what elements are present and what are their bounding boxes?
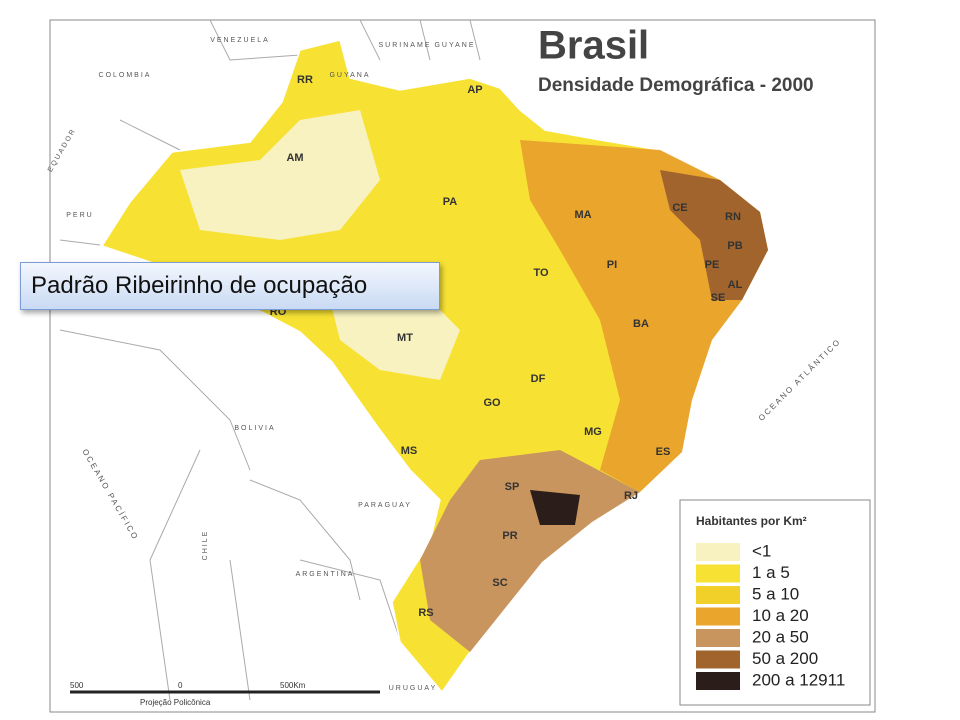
state-label: CE	[672, 202, 687, 214]
state-label: PI	[607, 259, 617, 271]
state-label: PB	[727, 240, 742, 252]
legend-label: <1	[752, 541, 771, 560]
country-label: VENEZUELA	[210, 37, 270, 44]
state-label: PE	[705, 259, 720, 271]
callout: Padrão Ribeirinho de ocupação	[20, 262, 440, 310]
scale-label: 500Km	[280, 681, 306, 690]
borders	[59, 19, 481, 701]
legend-title: Habitantes por Km²	[696, 514, 807, 528]
country-label: BOLIVIA	[234, 425, 275, 432]
country-label: ARGENTINA	[296, 571, 355, 578]
scale-label: 500	[70, 681, 84, 690]
legend-swatch	[696, 672, 740, 690]
state-label: RN	[725, 211, 741, 223]
legend-label: 50 a 200	[752, 649, 818, 668]
metro-area	[530, 490, 580, 525]
state-label: MG	[584, 426, 602, 438]
state-label: SP	[505, 481, 520, 493]
state-label: DF	[531, 373, 546, 385]
state-label: SC	[492, 577, 507, 589]
high-density-area	[660, 170, 768, 300]
state-label: MT	[397, 332, 413, 344]
state-label: PA	[443, 196, 458, 208]
state-label: RJ	[624, 490, 638, 502]
high-density-area	[420, 450, 640, 652]
legend-swatch	[696, 629, 740, 647]
legend-label: 10 a 20	[752, 606, 809, 625]
state-label: GO	[483, 397, 501, 409]
projection-label: Projeção Policônica	[140, 698, 211, 707]
country-label: PARAGUAY	[358, 502, 412, 509]
state-label: SE	[711, 292, 726, 304]
state-label: TO	[533, 267, 549, 279]
country-label: COLOMBIA	[99, 72, 152, 79]
legend-swatch	[696, 607, 740, 626]
low-density-area	[330, 290, 460, 380]
state-label: MS	[401, 445, 418, 457]
country-label: CHILE	[202, 530, 209, 561]
state-label: PR	[502, 530, 517, 542]
legend-swatch	[696, 543, 740, 561]
state-label: RS	[418, 607, 433, 619]
legend-label: 200 a 12911	[752, 670, 845, 689]
legend-swatch	[696, 650, 740, 669]
legend-label: 1 a 5	[752, 563, 790, 582]
scale-label: 0	[178, 681, 183, 690]
map-subtitle: Densidade Demográfica - 2000	[538, 75, 814, 96]
low-density-area	[180, 110, 380, 240]
country-label: GUYANA	[329, 72, 370, 79]
state-label: ES	[656, 446, 671, 458]
legend-swatch	[696, 564, 740, 583]
country-label: URUGUAY	[389, 685, 437, 692]
state-label: RR	[297, 74, 313, 86]
state-label: BA	[633, 318, 649, 330]
state-label: AL	[728, 279, 743, 291]
state-label: MA	[574, 209, 591, 221]
state-label: AP	[467, 84, 482, 96]
map-title: Brasil	[538, 24, 649, 68]
country-label: SURINAME	[379, 42, 432, 49]
legend-label: 20 a 50	[752, 627, 809, 646]
country-label: GUYANE	[434, 42, 475, 49]
legend-swatch	[696, 586, 740, 604]
legend-label: 5 a 10	[752, 584, 799, 603]
state-label: AM	[286, 152, 303, 164]
country-label: PERU	[66, 212, 93, 219]
